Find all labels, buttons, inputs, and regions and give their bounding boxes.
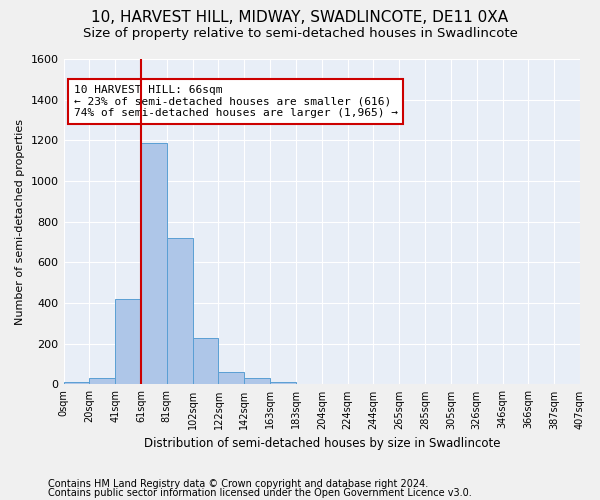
Bar — [244, 378, 270, 384]
Bar — [115, 299, 141, 384]
Bar — [167, 238, 193, 384]
Bar — [64, 382, 89, 384]
Bar — [141, 144, 167, 384]
Bar — [270, 382, 296, 384]
Y-axis label: Number of semi-detached properties: Number of semi-detached properties — [15, 118, 25, 324]
X-axis label: Distribution of semi-detached houses by size in Swadlincote: Distribution of semi-detached houses by … — [143, 437, 500, 450]
Text: Contains public sector information licensed under the Open Government Licence v3: Contains public sector information licen… — [48, 488, 472, 498]
Text: Size of property relative to semi-detached houses in Swadlincote: Size of property relative to semi-detach… — [83, 28, 517, 40]
Bar — [193, 338, 218, 384]
Bar — [218, 372, 244, 384]
Text: Contains HM Land Registry data © Crown copyright and database right 2024.: Contains HM Land Registry data © Crown c… — [48, 479, 428, 489]
Text: 10 HARVEST HILL: 66sqm
← 23% of semi-detached houses are smaller (616)
74% of se: 10 HARVEST HILL: 66sqm ← 23% of semi-det… — [74, 85, 398, 118]
Text: 10, HARVEST HILL, MIDWAY, SWADLINCOTE, DE11 0XA: 10, HARVEST HILL, MIDWAY, SWADLINCOTE, D… — [91, 10, 509, 25]
Bar — [89, 378, 115, 384]
